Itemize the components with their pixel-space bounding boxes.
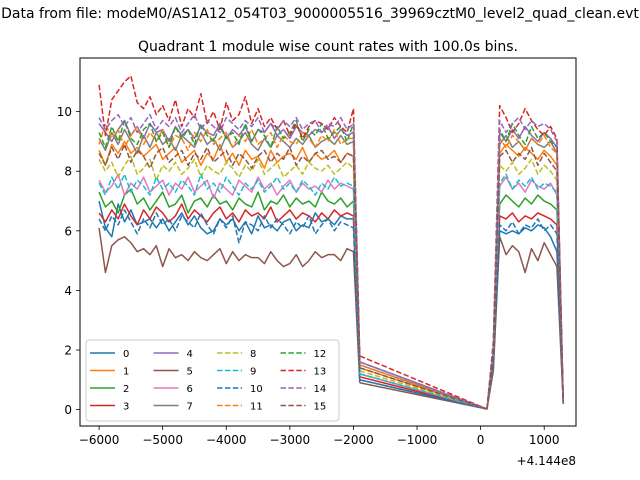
legend-box [85, 339, 340, 422]
series-layer [98, 75, 565, 410]
legend-label-5: 5 [187, 367, 193, 378]
x-axis: −6000 −5000 −4000 −3000 −2000 −1000 0 1000 [79, 426, 560, 447]
series-line-5-gap [359, 382, 488, 410]
legend-label-2: 2 [123, 384, 129, 395]
series-line-15 [98, 143, 361, 368]
legend-label-15: 15 [314, 402, 327, 413]
series-line-14-gap [359, 361, 488, 410]
x-tick-label: −5000 [142, 433, 183, 447]
series-line-9-segment-2 [486, 173, 565, 410]
series-line-10 [98, 209, 361, 380]
x-tick-label: −1000 [397, 433, 438, 447]
y-tick-label: 6 [64, 224, 72, 238]
series-line-6 [98, 173, 361, 374]
series-line-8 [98, 155, 361, 371]
series-line-3 [98, 203, 361, 377]
legend-label-8: 8 [250, 349, 256, 360]
legend-label-14: 14 [314, 384, 327, 395]
series-line-15-segment-2 [486, 146, 565, 410]
series-line-9-gap [359, 373, 488, 410]
y-tick-label: 8 [64, 165, 72, 179]
y-tick-label: 4 [64, 284, 72, 298]
series-line-8-segment-2 [486, 158, 565, 410]
figure-suptitle: Data from file: modeM0/AS1A12_054T03_900… [1, 6, 639, 22]
series-line-12 [98, 119, 361, 362]
legend-label-11: 11 [250, 402, 263, 413]
series-line-13-segment-2 [486, 104, 565, 410]
series-line-13-gap [359, 355, 488, 410]
series-line-1 [98, 140, 361, 368]
series-line-2 [98, 188, 361, 374]
x-tick-label: −2000 [333, 433, 374, 447]
chart-title: Quadrant 1 module wise count rates with … [138, 39, 518, 55]
series-line-3-segment-2 [486, 212, 565, 410]
series-line-10-segment-2 [486, 218, 565, 410]
y-tick-label: 2 [64, 344, 72, 358]
legend-label-7: 7 [187, 402, 193, 413]
series-line-5 [98, 227, 361, 383]
legend-label-9: 9 [250, 367, 256, 378]
x-tick-label: 1000 [529, 433, 560, 447]
legend-label-1: 1 [123, 367, 129, 378]
series-line-13 [98, 75, 361, 356]
series-line-5-segment-2 [486, 236, 565, 410]
series-line-9 [98, 173, 361, 374]
series-line-7 [98, 128, 361, 365]
legend-label-4: 4 [187, 349, 193, 360]
legend-label-13: 13 [314, 367, 327, 378]
x-tick-label: −6000 [79, 433, 120, 447]
legend-label-0: 0 [123, 349, 129, 360]
series-line-11 [98, 122, 361, 365]
series-line-14 [98, 113, 361, 362]
legend-label-12: 12 [314, 349, 327, 360]
x-tick-label: 0 [477, 433, 485, 447]
legend-label-6: 6 [187, 384, 193, 395]
y-tick-label: 0 [64, 403, 72, 417]
legend-label-3: 3 [123, 402, 129, 413]
x-axis-offset-label: +4.144e8 [517, 454, 576, 468]
series-line-14-segment-2 [486, 116, 565, 410]
y-tick-label: 10 [57, 105, 72, 119]
series-line-10-gap [359, 379, 488, 410]
x-tick-label: −3000 [270, 433, 311, 447]
series-line-15-gap [359, 367, 488, 410]
legend-label-10: 10 [250, 384, 263, 395]
axes-frame [79, 57, 577, 427]
x-tick-label: −4000 [206, 433, 247, 447]
y-axis: 0 2 4 6 8 10 [57, 105, 80, 417]
